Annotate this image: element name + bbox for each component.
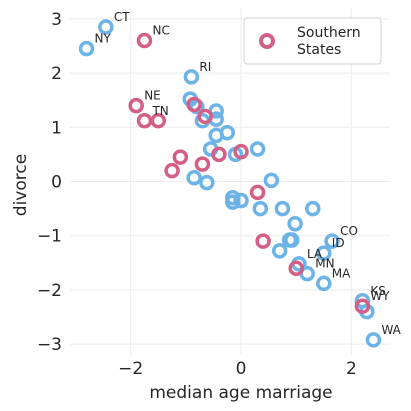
data-point — [199, 174, 215, 191]
state-label: TN — [151, 104, 168, 118]
data-point — [354, 298, 371, 314]
state-label: MA — [332, 266, 351, 280]
x-tick-label: −2 — [118, 359, 143, 379]
legend-label: Southern States — [297, 25, 361, 58]
data-point — [225, 194, 241, 210]
y-tick-label: −2 — [37, 281, 62, 301]
data-point — [271, 243, 288, 259]
state-label: NY — [95, 32, 112, 46]
data-point — [197, 108, 213, 125]
data-point — [249, 141, 266, 157]
state-label: LA — [307, 247, 323, 261]
data-point — [172, 149, 189, 165]
y-axis-label: divorce — [11, 154, 31, 216]
data-point — [233, 192, 249, 209]
state-label: RI — [199, 60, 211, 74]
data-point — [263, 172, 280, 189]
state-label: WY — [370, 289, 390, 303]
x-tick-label: 2 — [346, 359, 357, 379]
state-label: MN — [315, 257, 334, 271]
state-label: ID — [332, 236, 345, 250]
y-tick-label: 1 — [51, 118, 62, 138]
data-point — [365, 332, 382, 348]
y-tick-label: −3 — [37, 335, 62, 355]
data-point — [150, 113, 167, 129]
y-tick-labels: −3 −2 −1 0 1 2 3 — [37, 10, 62, 355]
state-label: NC — [152, 24, 169, 38]
data-point — [183, 69, 200, 85]
state-label: NE — [144, 89, 161, 103]
data-point — [186, 96, 202, 113]
data-point — [249, 184, 266, 201]
state-label: CT — [114, 10, 130, 24]
data-point — [305, 200, 321, 217]
data-points — [78, 19, 382, 348]
data-point — [136, 32, 153, 49]
legend-label-line: States — [297, 42, 341, 58]
data-point — [284, 232, 300, 248]
x-tick-labels: −2 0 2 — [118, 359, 357, 379]
legend: Southern States — [243, 17, 382, 65]
data-point — [324, 233, 340, 249]
data-point — [186, 169, 202, 186]
data-point — [194, 156, 211, 172]
data-point — [316, 245, 332, 261]
x-tick-label: 0 — [236, 359, 247, 379]
y-tick-label: 2 — [51, 64, 62, 84]
data-point — [136, 113, 153, 129]
data-point — [288, 260, 304, 276]
state-label: WA — [381, 323, 401, 337]
data-point — [316, 275, 332, 292]
data-point — [287, 216, 303, 232]
y-tick-label: 0 — [51, 173, 62, 193]
legend-label-line: Southern — [297, 25, 361, 41]
state-label: KS — [370, 284, 386, 298]
legend-box — [243, 17, 382, 65]
data-point — [252, 200, 269, 217]
data-point — [219, 124, 235, 141]
legend-marker — [259, 33, 275, 49]
y-tick-label: 3 — [51, 10, 62, 30]
x-axis-label: median age marriage — [149, 383, 332, 403]
data-point — [274, 200, 291, 217]
data-point — [233, 143, 249, 160]
data-point — [98, 19, 114, 35]
data-point — [255, 233, 271, 249]
y-tick-label: −1 — [37, 227, 62, 247]
data-point — [78, 40, 95, 57]
data-point — [164, 162, 180, 179]
state-label: CO — [340, 224, 358, 238]
data-point — [211, 146, 227, 163]
data-point — [128, 97, 144, 114]
